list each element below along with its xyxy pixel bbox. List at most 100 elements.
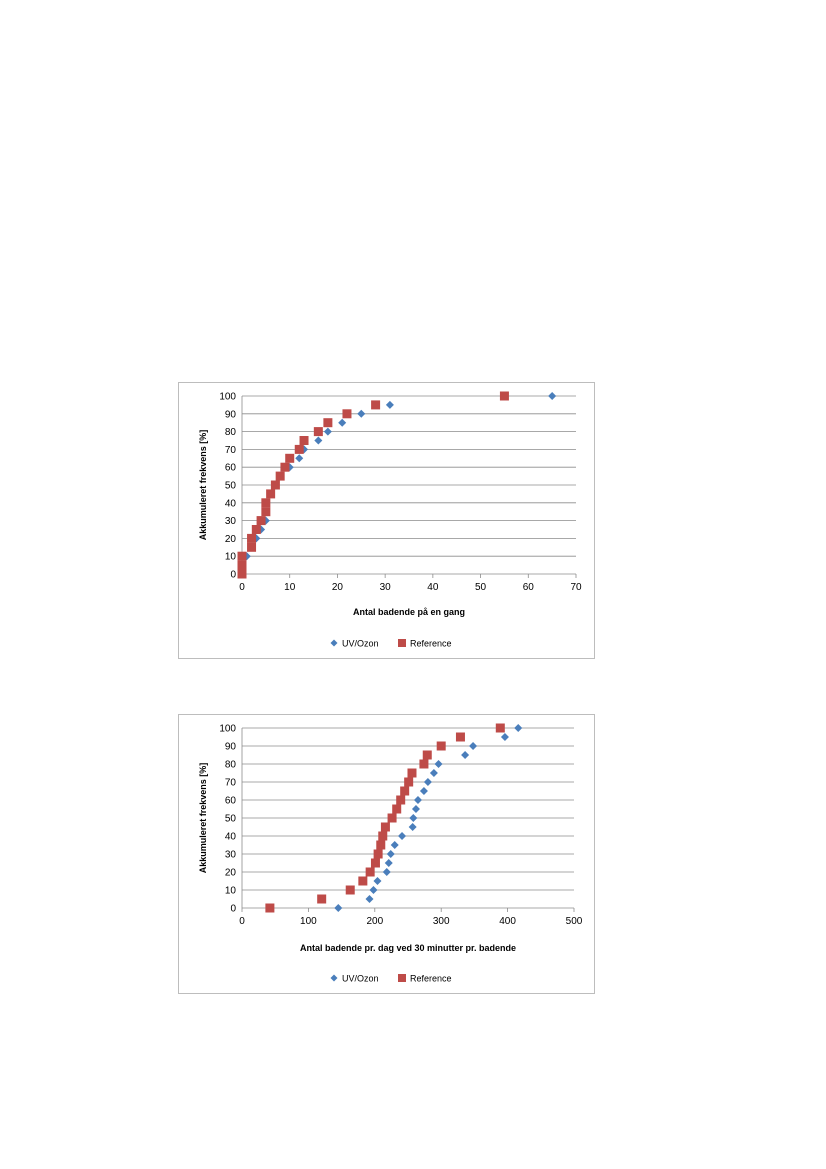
chart-1-reference-point-4 xyxy=(365,867,375,877)
chart-1-uv-ozon-point-19 xyxy=(500,733,509,741)
chart-0-reference-point-10 xyxy=(266,489,276,499)
chart-1-reference-point-6 xyxy=(373,849,383,859)
chart-0-uv-ozon-point-19 xyxy=(357,409,366,418)
chart-1-reference-point-13 xyxy=(400,786,410,796)
chart-0-reference-point-11 xyxy=(270,480,280,490)
chart-0-xtick-label-50: 50 xyxy=(475,582,487,593)
chart-1-ytick-label-70: 70 xyxy=(225,778,237,789)
chart-0-reference-point-5 xyxy=(247,533,257,543)
chart-1-uv-ozon-point-16 xyxy=(434,760,443,768)
chart-1-xtick-label-0: 0 xyxy=(239,916,245,927)
chart-1-uv-ozon-point-7 xyxy=(390,841,399,849)
chart-0-reference-point-16 xyxy=(299,436,309,445)
chart-1-reference-point-1 xyxy=(317,894,327,904)
chart-1-ytick-label-60: 60 xyxy=(225,796,237,807)
chart-0-xtick-label-20: 20 xyxy=(332,582,344,593)
chart-1-ytick-label-20: 20 xyxy=(225,868,237,879)
chart-0-reference-point-13 xyxy=(280,462,290,472)
chart-1-uv-ozon-point-13 xyxy=(419,787,428,795)
chart-1-legend-marker-reference xyxy=(398,974,406,982)
chart-0-legend-marker-uv-ozon xyxy=(330,639,338,647)
chart-0-ytick-label-50: 50 xyxy=(225,481,237,492)
chart-1-x-axis-title: Antal badende pr. dag ved 30 minutter pr… xyxy=(300,943,516,953)
chart-1-uv-ozon-point-10 xyxy=(409,814,418,822)
chart-1-reference-point-2 xyxy=(345,885,355,895)
chart-1-ytick-label-80: 80 xyxy=(225,760,237,771)
chart-0-reference-point-18 xyxy=(323,418,333,428)
chart-1-uv-ozon-point-11 xyxy=(411,805,420,813)
chart-0-ytick-label-10: 10 xyxy=(225,552,237,563)
chart-0-legend-label-uv-ozon: UV/Ozon xyxy=(342,639,379,649)
chart-1-reference-point-12 xyxy=(396,795,406,805)
chart-0-reference-point-3 xyxy=(237,551,247,561)
chart-1-uv-ozon-point-1 xyxy=(365,895,374,903)
chart-0-reference-point-2 xyxy=(237,560,247,570)
chart-1-uv-ozon-point-14 xyxy=(423,778,432,786)
chart-0-xtick-label-0: 0 xyxy=(239,582,245,593)
chart-1-reference-point-15 xyxy=(407,768,417,778)
chart-antal-badende-paa-en-gang: 0 10 20 30 40 50 60 70 80 90 100 0 10 20 30 40 50 60 70 Ant… xyxy=(178,382,595,659)
chart-1-ytick-label-40: 40 xyxy=(225,832,237,843)
chart-1-y-axis-title: Akkumuleret frekvens [%] xyxy=(198,763,208,874)
chart-1-reference-point-11 xyxy=(392,804,402,814)
chart-1-reference-point-18 xyxy=(436,741,446,751)
chart-0-ytick-label-30: 30 xyxy=(225,516,237,527)
chart-1-xtick-label-500: 500 xyxy=(566,916,583,927)
chart-1-uv-ozon-point-0 xyxy=(334,904,343,912)
chart-1-reference-point-8 xyxy=(378,831,388,841)
chart-1-reference-point-7 xyxy=(376,840,386,850)
chart-1-ytick-label-0: 0 xyxy=(230,904,236,915)
chart-1-legend-marker-uv-ozon xyxy=(330,974,338,982)
chart-0-ytick-label-0: 0 xyxy=(230,570,236,581)
chart-0-reference-point-15 xyxy=(294,444,304,454)
chart-1-uv-ozon-point-15 xyxy=(429,769,438,777)
chart-0-xtick-label-10: 10 xyxy=(284,582,296,593)
chart-1-reference-point-16 xyxy=(419,759,429,769)
chart-1-uv-ozon-point-6 xyxy=(386,850,395,858)
chart-2-svg: 0 10 20 30 40 50 60 70 80 90 100 0 100 200 300 400 500 An… xyxy=(198,723,583,984)
chart-0-reference-point-1 xyxy=(237,565,247,575)
chart-0-reference-point-20 xyxy=(371,400,381,410)
chart-0-reference-point-6 xyxy=(251,525,261,534)
chart-1-ytick-label-100: 100 xyxy=(219,724,236,735)
chart-1-reference-point-20 xyxy=(495,723,505,733)
chart-1-ytick-label-10: 10 xyxy=(225,886,237,897)
chart-1-uv-ozon-point-12 xyxy=(413,796,422,804)
chart-0-y-axis-title: Akkumuleret frekvens [%] xyxy=(198,430,208,541)
chart-1-uv-ozon-point-5 xyxy=(384,859,393,867)
chart-0-reference-point-8 xyxy=(261,507,271,517)
chart-0-ytick-label-60: 60 xyxy=(225,463,237,474)
chart-0-ytick-label-80: 80 xyxy=(225,427,237,438)
chart-0-ytick-label-100: 100 xyxy=(219,392,236,403)
chart-1-reference-point-19 xyxy=(455,732,465,742)
chart-0-xtick-label-60: 60 xyxy=(523,582,535,593)
chart-antal-badende-pr-dag: 0 10 20 30 40 50 60 70 80 90 100 0 100 200 300 400 500 An… xyxy=(178,714,595,994)
chart-0-xtick-label-70: 70 xyxy=(570,582,582,593)
chart-0-uv-ozon-point-20 xyxy=(385,400,394,409)
chart-1-ytick-label-30: 30 xyxy=(225,850,237,861)
chart-1-uv-ozon-point-8 xyxy=(398,832,407,840)
chart-0-legend-marker-reference xyxy=(398,639,406,647)
chart-1-svg: 0 10 20 30 40 50 60 70 80 90 100 0 10 20 30 40 50 60 70 Ant… xyxy=(198,391,582,649)
chart-1-uv-ozon-point-3 xyxy=(373,877,382,885)
chart-1-reference-point-0 xyxy=(265,903,275,913)
chart-0-xtick-label-30: 30 xyxy=(380,582,392,593)
chart-1-reference-point-3 xyxy=(358,876,368,886)
chart-1-reference-point-14 xyxy=(404,777,414,787)
chart-0-ytick-label-40: 40 xyxy=(225,498,237,509)
chart-0-uv-ozon-point-21 xyxy=(548,392,557,400)
chart-0-uv-ozon-point-14 xyxy=(295,454,304,463)
chart-0-reference-point-19 xyxy=(342,409,352,419)
chart-1-reference-point-5 xyxy=(370,858,380,868)
chart-0-reference-point-14 xyxy=(285,453,295,463)
chart-0-reference-point-17 xyxy=(313,427,323,437)
chart-1-reference-point-9 xyxy=(380,822,390,832)
chart-0-reference-point-7 xyxy=(256,516,266,526)
chart-1-legend-label-reference: Reference xyxy=(410,974,452,984)
chart-1-xtick-label-300: 300 xyxy=(433,916,450,927)
chart-0-reference-point-21 xyxy=(499,391,509,401)
chart-0-uv-ozon-point-17 xyxy=(323,427,332,436)
chart-1-xtick-label-400: 400 xyxy=(499,916,516,927)
chart-0-xtick-label-40: 40 xyxy=(427,582,439,593)
chart-0-uv-ozon-point-18 xyxy=(338,418,347,427)
